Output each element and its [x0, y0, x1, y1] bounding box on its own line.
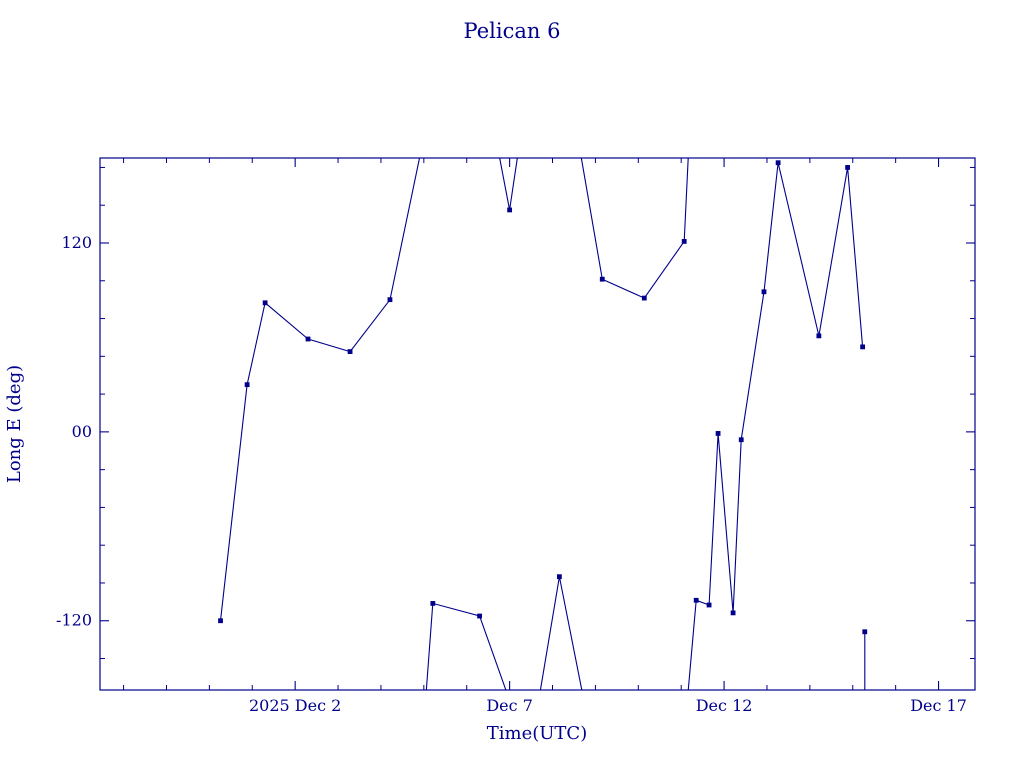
y-tick-label: 00 [72, 422, 92, 441]
data-point-marker [706, 602, 712, 608]
data-line [687, 162, 864, 690]
data-point-marker [761, 289, 767, 295]
data-point-marker [387, 297, 393, 303]
data-point-marker [430, 601, 436, 606]
chart-title: Pelican 6 [464, 19, 561, 43]
y-tick-label: 120 [61, 233, 92, 252]
data-line [539, 576, 583, 690]
data-line [580, 158, 689, 299]
data-line [425, 602, 507, 690]
data-line [219, 158, 421, 621]
plot-frame [99, 157, 976, 691]
data-point-marker [347, 349, 353, 354]
data-point-marker [681, 239, 687, 244]
data-point-marker [641, 295, 647, 301]
data-point-marker [244, 382, 250, 388]
data-series [218, 158, 868, 690]
data-point-marker [305, 336, 311, 342]
x-tick-label: Dec 12 [696, 696, 753, 715]
data-point-marker [262, 300, 268, 306]
data-point-marker [862, 629, 868, 635]
data-line [499, 158, 518, 211]
data-point-marker [218, 618, 223, 624]
data-point-marker [845, 165, 851, 170]
data-point-marker [738, 437, 744, 443]
data-point-marker [715, 431, 721, 436]
data-point-marker [556, 574, 562, 580]
data-point-marker [860, 344, 866, 350]
data-point-marker [693, 597, 699, 603]
x-axis-label: Time(UTC) [487, 723, 587, 744]
y-axis-label: Long E (deg) [4, 365, 25, 483]
data-point-marker [599, 276, 605, 282]
data-point-marker [477, 613, 482, 619]
data-point-marker [816, 333, 822, 339]
x-tick-label: Dec 17 [910, 696, 967, 715]
data-point-marker [507, 207, 513, 213]
plot-area: 2025 Dec 2 Dec 7 Dec 12 Dec 17 120 00 -120 [56, 157, 976, 715]
y-tick-label: -120 [56, 611, 92, 630]
x-tick-label: Dec 7 [486, 696, 533, 715]
x-tick-label: 2025 Dec 2 [249, 696, 341, 715]
data-point-marker [730, 610, 736, 616]
data-point-marker [775, 160, 781, 166]
